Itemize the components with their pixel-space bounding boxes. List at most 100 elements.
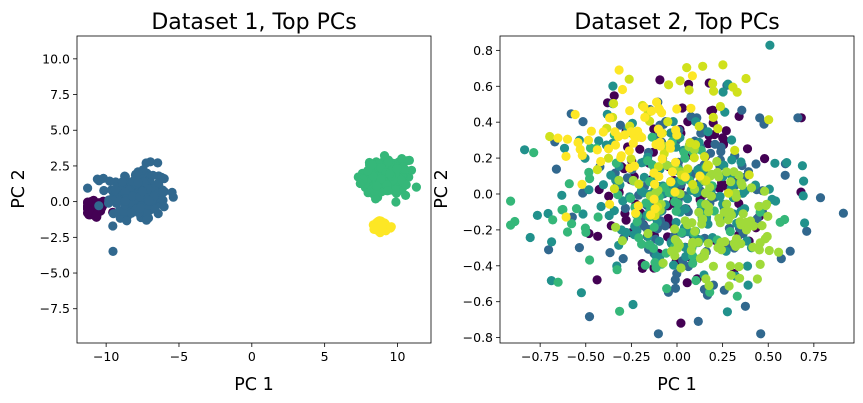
data-point bbox=[675, 76, 685, 86]
data-point bbox=[838, 208, 849, 218]
data-point bbox=[742, 261, 753, 271]
data-point bbox=[748, 221, 759, 231]
data-point bbox=[800, 218, 810, 228]
data-point bbox=[596, 201, 606, 212]
data-point bbox=[676, 318, 686, 328]
data-point bbox=[684, 85, 694, 95]
data-point bbox=[718, 87, 728, 97]
data-point bbox=[614, 175, 624, 185]
data-point bbox=[133, 167, 143, 177]
data-point bbox=[564, 179, 574, 189]
y-tick-label: 0.0 bbox=[473, 186, 493, 201]
data-point bbox=[634, 179, 644, 189]
data-point bbox=[686, 103, 696, 113]
data-point bbox=[672, 104, 682, 114]
data-point bbox=[400, 164, 410, 174]
data-point bbox=[647, 132, 657, 142]
data-point bbox=[584, 185, 594, 195]
data-point bbox=[751, 159, 761, 169]
data-point bbox=[128, 191, 138, 201]
data-point bbox=[150, 204, 160, 214]
data-point bbox=[525, 232, 535, 243]
data-point bbox=[676, 263, 686, 273]
y-tick-label: 2.5 bbox=[50, 158, 70, 173]
data-point bbox=[695, 253, 706, 264]
data-point bbox=[640, 112, 650, 122]
data-point bbox=[654, 236, 665, 246]
data-point bbox=[596, 156, 606, 167]
data-point bbox=[529, 148, 539, 158]
x-axis-label-2: PC 1 bbox=[657, 375, 696, 395]
data-point bbox=[558, 204, 568, 215]
data-point bbox=[698, 214, 708, 224]
data-point bbox=[721, 126, 731, 136]
data-point bbox=[609, 98, 619, 109]
dataset-2-scatter-panel: Dataset 2, Top PCs −0.75 −0.50 −0.25 0.00 0.… bbox=[432, 10, 855, 395]
x-tick-label: −0.75 bbox=[521, 349, 559, 364]
data-point bbox=[593, 231, 603, 241]
data-point bbox=[575, 144, 585, 154]
data-point bbox=[682, 63, 692, 73]
data-point bbox=[726, 177, 736, 187]
data-point bbox=[585, 255, 595, 265]
data-point bbox=[740, 301, 751, 311]
data-point bbox=[144, 196, 154, 206]
data-point bbox=[586, 126, 597, 136]
data-point bbox=[637, 132, 647, 143]
x-tick-label: 0.25 bbox=[709, 349, 737, 364]
data-point bbox=[815, 193, 826, 203]
data-point bbox=[708, 112, 718, 122]
data-point bbox=[722, 307, 733, 317]
data-point bbox=[122, 216, 132, 226]
data-point bbox=[548, 215, 558, 225]
data-point bbox=[757, 221, 767, 231]
data-point bbox=[126, 208, 136, 218]
data-point bbox=[141, 215, 152, 225]
data-point bbox=[658, 258, 668, 268]
data-point bbox=[620, 203, 631, 213]
data-point bbox=[578, 117, 588, 127]
data-point bbox=[755, 113, 765, 123]
data-point bbox=[774, 247, 784, 257]
data-point bbox=[770, 158, 780, 168]
data-point bbox=[764, 115, 774, 125]
data-point bbox=[553, 277, 563, 287]
data-point bbox=[605, 199, 615, 209]
data-point bbox=[593, 212, 603, 222]
data-point bbox=[754, 201, 764, 211]
data-point bbox=[689, 153, 699, 163]
data-point bbox=[639, 221, 649, 231]
data-point bbox=[574, 243, 585, 253]
data-point bbox=[606, 170, 616, 180]
data-point bbox=[780, 214, 790, 225]
data-point bbox=[624, 74, 634, 84]
data-point bbox=[765, 40, 775, 50]
data-point bbox=[727, 155, 737, 165]
data-point bbox=[610, 127, 620, 137]
data-point bbox=[632, 217, 642, 227]
data-point bbox=[671, 125, 681, 135]
data-point bbox=[670, 224, 680, 234]
data-point bbox=[355, 178, 365, 189]
data-point bbox=[736, 157, 746, 167]
data-point bbox=[612, 265, 622, 275]
data-point bbox=[625, 106, 635, 116]
chart-title-1: Dataset 1, Top PCs bbox=[151, 10, 356, 35]
data-point bbox=[108, 221, 118, 231]
dataset-1-scatter-panel: Dataset 1, Top PCs −10 −5 0 5 10 −7.5 −5.0 −2.… bbox=[9, 10, 432, 395]
data-point bbox=[652, 97, 662, 107]
x-tick-label: 5 bbox=[321, 349, 329, 364]
data-point bbox=[92, 209, 102, 219]
data-point bbox=[683, 164, 693, 174]
data-point bbox=[710, 139, 720, 149]
data-point bbox=[704, 280, 714, 291]
data-point bbox=[633, 201, 643, 211]
data-point bbox=[604, 210, 614, 221]
data-point bbox=[703, 127, 713, 137]
data-point bbox=[698, 61, 708, 71]
data-point bbox=[653, 329, 664, 339]
data-point bbox=[559, 143, 570, 153]
y-tick-label: 0.8 bbox=[473, 43, 493, 58]
x-tick-label: 10 bbox=[390, 349, 406, 364]
data-point bbox=[543, 208, 553, 219]
